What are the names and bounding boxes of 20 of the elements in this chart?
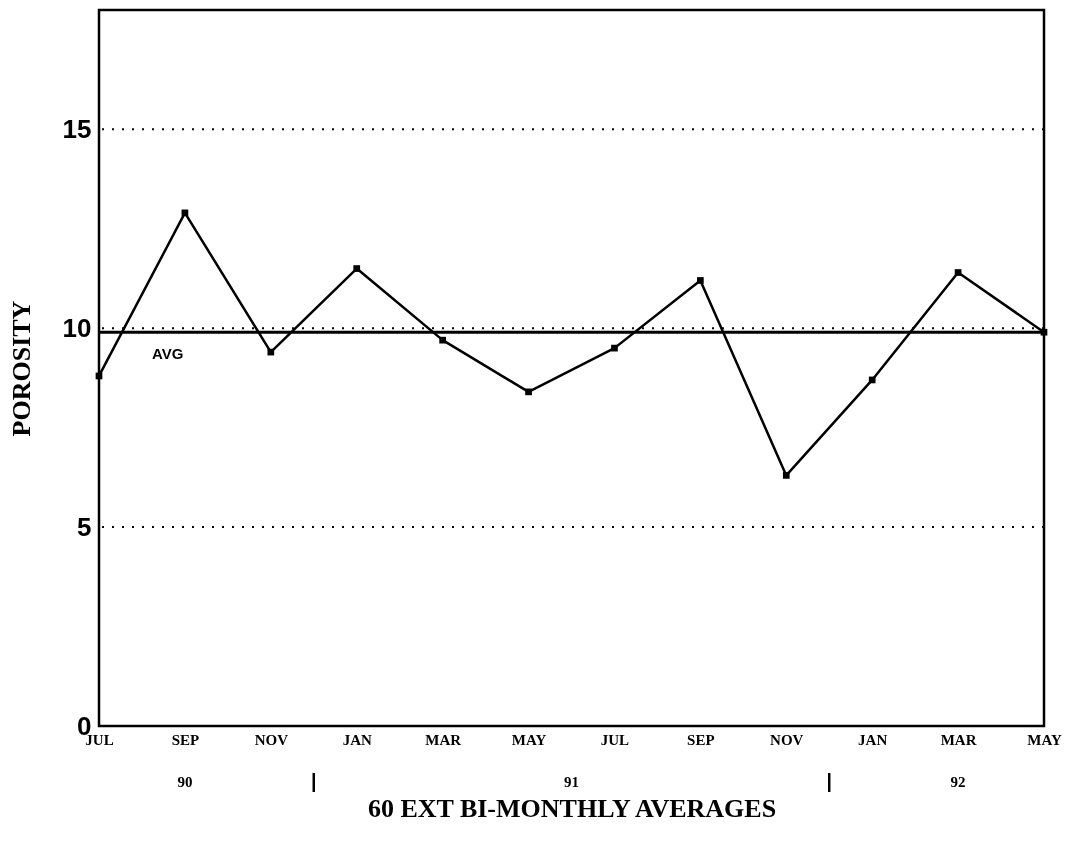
y-axis-title: POROSITY <box>6 300 36 437</box>
ref-line-label: AVG <box>152 345 184 363</box>
x-tick-label: MAY <box>511 731 547 748</box>
x-tick-label: SEP <box>687 731 715 748</box>
x-axis-title: 60 EXT BI-MONTHLY AVERAGES <box>367 793 777 823</box>
x-tick-label: SEP <box>171 731 200 748</box>
x-tick-label: JUL <box>600 731 630 748</box>
y-tick-label: 5 <box>77 511 92 542</box>
x-tick-label: NOV <box>770 731 804 748</box>
x-tick-label: MAR <box>940 731 977 748</box>
text: 90 <box>177 774 193 790</box>
x-tick-label: MAY <box>1027 731 1062 748</box>
y-tick-label: 15 <box>62 113 92 144</box>
text: 92 <box>950 774 966 790</box>
text: 91 <box>564 774 579 790</box>
x-tick-label: JAN <box>342 731 372 748</box>
y-tick-label: 10 <box>62 312 92 343</box>
x-tick-label: MAR <box>425 731 462 748</box>
x-tick-label: JAN <box>858 731 888 748</box>
x-tick-label: NOV <box>254 731 289 748</box>
